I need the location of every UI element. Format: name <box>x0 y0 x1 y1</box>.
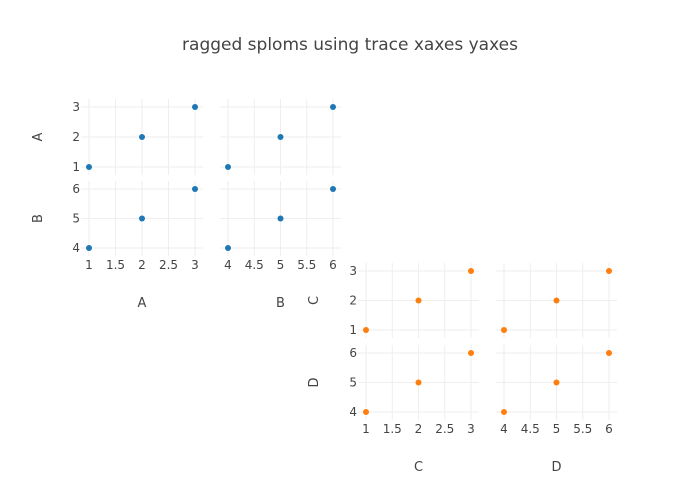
trace-blue-x-axis-title: A <box>138 296 147 311</box>
trace-orange-y-axis-title: D <box>307 377 322 387</box>
trace-orange-x-tick-label: 5 <box>553 422 561 436</box>
trace-orange-y-tick-label: 5 <box>349 376 357 390</box>
trace-orange-cell-C-vs-C <box>358 263 479 338</box>
trace-blue-cell-B-vs-A <box>81 181 203 256</box>
trace-blue-y-tick-label: 4 <box>72 241 80 255</box>
trace-orange-point[interactable] <box>553 297 560 304</box>
trace-blue-x-tick-label: 5.5 <box>297 258 316 272</box>
trace-blue-point[interactable] <box>225 245 231 251</box>
trace-orange-x-tick-label: 4 <box>500 422 508 436</box>
trace-orange-x-tick-label: 3 <box>467 422 475 436</box>
chart-title: ragged sploms using trace xaxes yaxes <box>182 35 518 55</box>
trace-orange-point[interactable] <box>501 409 507 415</box>
trace-blue-point[interactable] <box>139 215 145 222</box>
trace-blue-y-axis-title: B <box>31 214 46 223</box>
trace-orange-point[interactable] <box>606 268 612 274</box>
trace-orange-x-tick-label: 2.5 <box>435 422 454 436</box>
trace-blue-point[interactable] <box>225 164 231 170</box>
trace-blue-x-tick-label: 5 <box>277 258 285 272</box>
trace-orange-y-tick-label: 2 <box>349 294 357 308</box>
trace-blue-x-tick-label: 4.5 <box>245 258 264 272</box>
trace-blue-x-axis-title: B <box>276 296 285 311</box>
trace-blue-y-tick-label: 6 <box>72 182 80 196</box>
trace-orange-point[interactable] <box>553 379 560 386</box>
trace-orange-point[interactable] <box>468 268 474 274</box>
trace-orange-y-axis-title: C <box>307 296 322 305</box>
trace-blue-y-tick-label: 2 <box>72 130 80 144</box>
trace-blue-x-tick-label: 2 <box>138 258 146 272</box>
trace-orange-point[interactable] <box>415 379 422 386</box>
trace-blue-point[interactable] <box>86 245 92 251</box>
trace-blue-cell-A-vs-B <box>220 99 341 175</box>
trace-orange-y-tick-label: 4 <box>349 405 357 419</box>
trace-orange-cell-D-vs-C <box>358 345 479 420</box>
trace-blue-x-tick-label: 1.5 <box>106 258 125 272</box>
trace-orange-point[interactable] <box>606 350 612 356</box>
trace-orange-x-tick-label: 1 <box>362 422 370 436</box>
trace-blue-point[interactable] <box>86 164 92 170</box>
trace-orange-y-tick-label: 1 <box>349 323 357 337</box>
trace-orange-point[interactable] <box>415 297 422 304</box>
trace-blue-point[interactable] <box>330 104 336 110</box>
trace-blue-cell-A-vs-A <box>81 99 203 175</box>
trace-blue-x-tick-label: 4 <box>224 258 232 272</box>
trace-blue-point[interactable] <box>192 104 198 110</box>
trace-blue-y-axis-title: A <box>31 132 46 141</box>
trace-blue-point[interactable] <box>139 134 145 140</box>
trace-orange-x-tick-label: 2 <box>415 422 423 436</box>
trace-blue-y-tick-label: 1 <box>72 160 80 174</box>
trace-blue-x-tick-label: 6 <box>329 258 337 272</box>
trace-blue-x-tick-label: 2.5 <box>159 258 178 272</box>
trace-blue-y-tick-label: 3 <box>72 100 80 114</box>
trace-blue-point[interactable] <box>277 215 284 222</box>
trace-blue-y-tick-label: 5 <box>72 212 80 226</box>
trace-blue-x-tick-label: 1 <box>85 258 93 272</box>
trace-orange-point[interactable] <box>363 409 369 415</box>
trace-blue-point[interactable] <box>192 186 198 192</box>
trace-blue-point[interactable] <box>277 134 284 140</box>
trace-orange-y-tick-label: 3 <box>349 264 357 278</box>
trace-orange-x-axis-title: D <box>551 460 561 475</box>
trace-blue-point[interactable] <box>330 186 336 192</box>
trace-orange-x-tick-label: 4.5 <box>521 422 540 436</box>
trace-orange-x-tick-label: 1.5 <box>383 422 402 436</box>
trace-orange-cell-C-vs-D <box>496 263 617 338</box>
trace-orange-cell-D-vs-D <box>496 345 617 420</box>
trace-orange-x-tick-label: 6 <box>605 422 613 436</box>
trace-blue-x-tick-label: 3 <box>191 258 199 272</box>
trace-orange-point[interactable] <box>363 327 369 333</box>
trace-orange-x-axis-title: C <box>414 460 423 475</box>
trace-blue-cell-B-vs-B <box>220 181 341 256</box>
trace-orange-x-tick-label: 5.5 <box>573 422 592 436</box>
trace-orange-y-tick-label: 6 <box>349 346 357 360</box>
trace-orange-point[interactable] <box>501 327 507 333</box>
trace-orange-point[interactable] <box>468 350 474 356</box>
